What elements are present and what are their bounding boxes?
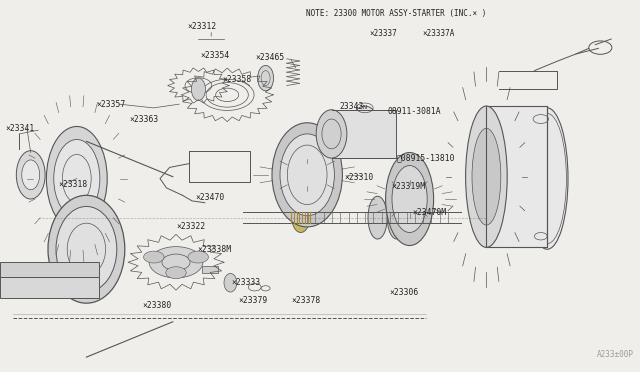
Text: ×23322: ×23322 (176, 222, 205, 231)
Circle shape (166, 267, 186, 279)
Text: ×23312: ×23312 (187, 22, 216, 31)
Ellipse shape (257, 65, 274, 91)
Text: ×23465: ×23465 (255, 53, 285, 62)
Text: ×23333: ×23333 (232, 278, 261, 287)
Text: 23343: 23343 (339, 102, 364, 110)
Ellipse shape (17, 151, 45, 199)
Bar (202, 266, 218, 273)
Ellipse shape (385, 153, 434, 246)
Text: ×23337A: ×23337A (422, 29, 455, 38)
Text: NOTE: 23300 MOTOR ASSY-STARTER (INC.× ): NOTE: 23300 MOTOR ASSY-STARTER (INC.× ) (306, 9, 486, 17)
Ellipse shape (191, 78, 205, 100)
Text: ⓝ08915-13810: ⓝ08915-13810 (397, 154, 455, 163)
Ellipse shape (392, 166, 428, 232)
Text: ×23470: ×23470 (195, 193, 225, 202)
Text: ×23378: ×23378 (291, 296, 321, 305)
Bar (332, 110, 396, 158)
Text: ×23470M: ×23470M (413, 208, 447, 217)
Text: ×23379: ×23379 (238, 296, 268, 305)
Ellipse shape (316, 110, 347, 158)
Ellipse shape (54, 140, 100, 218)
Bar (486, 106, 547, 247)
Ellipse shape (272, 123, 342, 227)
Ellipse shape (466, 106, 507, 247)
Text: ×23338M: ×23338M (197, 245, 231, 254)
Text: ×23319M: ×23319M (392, 182, 426, 190)
Ellipse shape (349, 106, 380, 154)
Ellipse shape (224, 273, 237, 292)
Circle shape (143, 251, 164, 263)
Bar (0, 262, 99, 277)
Ellipse shape (46, 126, 107, 231)
Ellipse shape (368, 196, 387, 239)
Ellipse shape (472, 128, 500, 225)
Text: ×23358: ×23358 (222, 75, 252, 84)
Circle shape (188, 251, 209, 263)
Text: ×23363: ×23363 (129, 115, 159, 124)
Text: ×23341: ×23341 (5, 124, 35, 133)
Bar (0, 277, 99, 298)
Text: ×23306: ×23306 (389, 288, 419, 296)
Text: 08911-3081A: 08911-3081A (387, 107, 441, 116)
Text: ×23337: ×23337 (370, 29, 397, 38)
Text: N: N (363, 105, 367, 110)
Ellipse shape (387, 196, 406, 239)
Text: ×23380: ×23380 (142, 301, 172, 310)
Text: ×23357: ×23357 (96, 100, 125, 109)
Ellipse shape (527, 108, 568, 249)
Text: A233±00P: A233±00P (596, 350, 634, 359)
Circle shape (149, 247, 203, 278)
Ellipse shape (22, 160, 40, 190)
Ellipse shape (292, 203, 310, 232)
Ellipse shape (48, 195, 125, 303)
Text: ×23354: ×23354 (200, 51, 230, 60)
Text: ×23318: ×23318 (59, 180, 88, 189)
Ellipse shape (280, 134, 334, 216)
Text: ×23310: ×23310 (344, 173, 374, 182)
Ellipse shape (56, 206, 117, 292)
